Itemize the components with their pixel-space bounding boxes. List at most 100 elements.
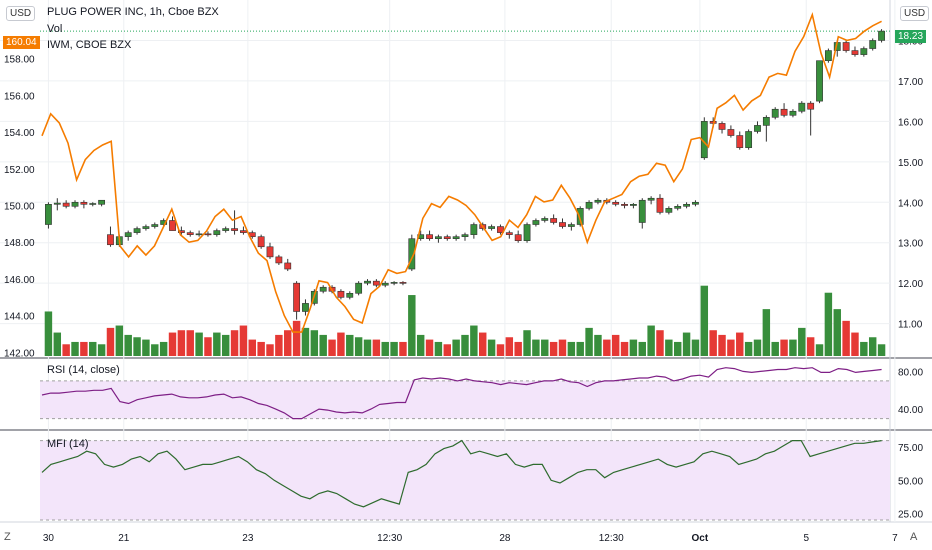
candle-body	[364, 280, 371, 284]
candle-body	[62, 202, 70, 207]
candle-body	[692, 201, 699, 205]
volume-bar	[585, 327, 593, 356]
candle-body	[426, 234, 433, 239]
volume-bar	[780, 339, 788, 356]
volume-bar	[753, 339, 762, 356]
right-y-tick-label: 17.00	[898, 77, 923, 88]
volume-bar	[168, 332, 177, 356]
volume-bar	[416, 334, 425, 356]
volume-bar	[354, 337, 363, 356]
volume-bar	[700, 285, 709, 356]
candle-body	[461, 234, 469, 237]
volume-bar	[541, 339, 549, 356]
volume-bar	[718, 334, 726, 356]
candle-body	[381, 282, 389, 286]
candle-body	[878, 30, 885, 41]
volume-bar	[239, 325, 248, 356]
left-y-tick-label: 146.00	[4, 275, 35, 286]
volume-bar	[682, 332, 691, 356]
candle-body	[505, 232, 513, 235]
volume-bar	[71, 341, 79, 356]
volume-bar	[346, 334, 354, 356]
rsi-legend: RSI (14, close)	[47, 364, 120, 376]
volume-bar	[549, 341, 558, 356]
candle-body	[257, 236, 265, 248]
volume-bar	[177, 330, 186, 356]
volume-bar	[798, 327, 806, 356]
candle-body	[160, 220, 168, 225]
volume-bar	[319, 334, 327, 356]
volume-bar	[789, 339, 797, 356]
candle-body	[107, 234, 114, 246]
volume-bar	[771, 341, 779, 356]
candle-body	[488, 226, 495, 229]
candle-body	[435, 236, 442, 239]
volume-bar	[762, 309, 771, 356]
volume-bar	[230, 330, 239, 356]
volume-bar	[301, 327, 310, 356]
iwm-compare-line	[41, 11, 882, 333]
candle-body	[80, 201, 88, 205]
right-price-tag: 18.23	[895, 30, 927, 43]
volume-bar	[257, 341, 265, 356]
volume-bar	[44, 311, 53, 356]
volume-bar	[106, 327, 115, 356]
candle-body	[231, 228, 238, 231]
candle-body	[133, 228, 141, 233]
rsi-tick-label: 80.00	[898, 367, 923, 378]
candle-body	[195, 233, 203, 236]
candle-body	[798, 102, 806, 112]
mfi-line	[41, 439, 882, 508]
candle-body	[860, 48, 868, 55]
candle-body	[514, 234, 522, 242]
candle-body	[399, 282, 407, 284]
volume-bar	[363, 339, 372, 356]
volume-bar	[744, 341, 753, 356]
volume-bar	[860, 341, 868, 356]
volume-bar	[505, 337, 514, 356]
volume-bar	[89, 341, 97, 356]
candle-body	[851, 50, 859, 55]
volume-bar	[479, 332, 487, 356]
candle-body	[240, 230, 247, 233]
x-tick-label: 21	[118, 533, 130, 544]
right-y-tick-label: 11.00	[898, 320, 923, 331]
volume-bar	[195, 332, 203, 356]
candle-body	[408, 238, 416, 270]
x-tick-label: Oct	[692, 533, 709, 544]
currency-left-badge[interactable]: USD	[6, 6, 36, 21]
volume-bar	[133, 337, 141, 356]
candle-body	[470, 224, 478, 235]
volume-bar	[310, 330, 319, 356]
volume-bar	[496, 344, 505, 356]
currency-right-badge[interactable]: USD	[900, 6, 930, 21]
volume-bar	[221, 334, 230, 356]
candle-body	[532, 220, 540, 225]
mfi-legend: MFI (14)	[47, 438, 89, 450]
volume-bar	[461, 334, 469, 356]
candle-body	[656, 197, 664, 213]
volume-bar	[709, 330, 717, 356]
left-y-tick-label: 156.00	[4, 91, 35, 102]
volume-bar	[594, 334, 602, 356]
volume-legend: Vol	[47, 23, 63, 35]
candle-body	[842, 42, 850, 51]
candle-body	[674, 206, 682, 209]
x-tick-label: 28	[499, 533, 511, 544]
auto-scale-a-button[interactable]: A	[910, 531, 918, 543]
volume-bar	[425, 339, 434, 356]
zoom-z-button[interactable]: Z	[4, 531, 11, 543]
candle-body	[71, 201, 79, 207]
candle-body	[452, 236, 460, 239]
volume-bar	[576, 341, 584, 356]
left-y-tick-label: 154.00	[4, 128, 35, 139]
volume-bar	[736, 332, 744, 356]
volume-bar	[691, 339, 700, 356]
candle-body	[754, 125, 761, 132]
volume-bar	[213, 332, 221, 356]
volume-bar	[806, 337, 815, 356]
volume-bar	[151, 344, 159, 356]
candle-body	[213, 230, 221, 235]
volume-bar	[97, 344, 106, 356]
